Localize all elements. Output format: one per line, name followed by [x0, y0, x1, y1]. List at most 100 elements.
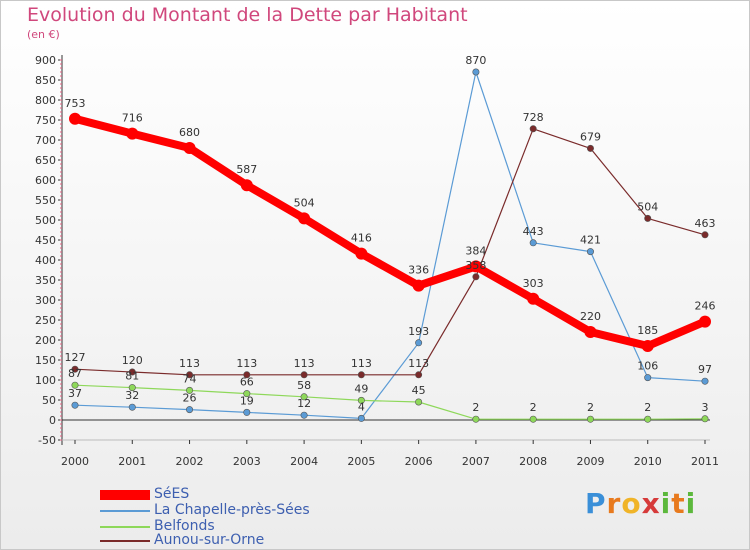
data-label: 12 [297, 397, 311, 410]
x-tick-label: 2002 [176, 455, 204, 468]
legend-label-belfonds: Belfonds [154, 518, 215, 534]
data-point [584, 326, 597, 338]
data-label: 87 [68, 367, 82, 380]
data-point [69, 112, 81, 125]
logo-letter: i [660, 487, 672, 520]
data-point [357, 414, 365, 422]
data-point [644, 214, 652, 222]
data-point [243, 371, 251, 379]
data-label: 113 [408, 357, 429, 370]
data-label: 120 [122, 354, 143, 367]
y-tick-label: 500 [35, 214, 56, 227]
data-label: 58 [297, 379, 311, 392]
y-tick-label: 550 [35, 194, 56, 207]
legend-label-sees: SéES [154, 486, 190, 502]
chart-title: Evolution du Montant de la Dette par Hab… [27, 4, 468, 26]
data-label: 3 [702, 401, 709, 414]
x-tick-label: 2010 [634, 455, 662, 468]
data-point [71, 365, 79, 373]
logo-letter: t [671, 487, 686, 520]
y-tick-label: 200 [35, 334, 56, 347]
legend-label-la-chapelle: La Chapelle-près-Sées [154, 502, 310, 518]
data-label: 443 [523, 225, 544, 238]
x-tick-label: 2004 [290, 455, 318, 468]
y-tick-label: 150 [35, 354, 56, 367]
legend-swatch-aunou [100, 540, 150, 542]
data-point [357, 371, 365, 379]
legend-swatch-sees [100, 490, 150, 500]
x-tick-label: 2000 [61, 455, 89, 468]
data-label: 679 [580, 130, 601, 143]
data-label: 680 [179, 126, 200, 139]
data-point [701, 231, 709, 239]
y-tick-label: 700 [35, 134, 56, 147]
data-label: 870 [465, 54, 486, 67]
data-label: 716 [122, 112, 143, 125]
data-point [128, 368, 136, 376]
data-label: 4 [358, 400, 365, 413]
data-label: 113 [236, 357, 257, 370]
x-tick-label: 2011 [691, 455, 719, 468]
data-point [529, 239, 537, 247]
data-point [128, 403, 136, 411]
data-label: 384 [465, 244, 486, 257]
y-tick-label: 400 [35, 254, 56, 267]
data-point [71, 381, 79, 389]
y-tick-label: 600 [35, 174, 56, 187]
data-point [126, 127, 139, 140]
data-point [71, 401, 79, 409]
data-point [701, 377, 709, 385]
y-tick-label: -50 [38, 434, 56, 447]
data-point [472, 415, 480, 423]
y-tick-label: 800 [35, 94, 56, 107]
data-label: 32 [125, 389, 139, 402]
chart-subtitle: (en €) [27, 28, 60, 41]
logo-letter: x [641, 487, 661, 520]
data-label: 26 [183, 392, 197, 405]
data-point [186, 406, 194, 414]
data-point [641, 340, 654, 352]
data-point [298, 212, 311, 225]
data-label: 49 [354, 382, 368, 395]
y-tick-label: 50 [42, 394, 56, 407]
data-label: 19 [240, 394, 254, 407]
y-tick-label: 350 [35, 274, 56, 287]
series-line [74, 128, 706, 376]
x-tick-label: 2006 [405, 455, 433, 468]
data-label: 74 [183, 372, 197, 385]
data-point [415, 339, 423, 347]
y-tick-label: 650 [35, 154, 56, 167]
data-point [527, 292, 540, 305]
x-tick-label: 2001 [118, 455, 146, 468]
data-label: 504 [637, 200, 658, 213]
data-label: 303 [523, 277, 544, 290]
proxiti-logo: Proxiti [585, 487, 696, 520]
legend-swatch-la-chapelle [100, 510, 150, 512]
data-point [300, 393, 308, 401]
data-label: 45 [412, 384, 426, 397]
data-point [472, 68, 480, 76]
data-point [412, 279, 425, 292]
data-point [469, 260, 482, 273]
data-point [240, 179, 253, 192]
data-point [586, 248, 594, 256]
data-point [699, 315, 711, 328]
series-line [73, 114, 707, 350]
data-label: 106 [637, 360, 658, 373]
data-label: 504 [294, 196, 315, 209]
data-point [586, 415, 594, 423]
series-line [74, 71, 706, 419]
data-label: 2 [644, 401, 651, 414]
y-tick-label: 250 [35, 314, 56, 327]
data-point [701, 415, 709, 423]
data-label: 358 [465, 259, 486, 272]
x-tick-label: 2009 [576, 455, 604, 468]
data-label: 97 [698, 363, 712, 376]
y-tick-label: 900 [35, 54, 56, 67]
y-tick-label: 300 [35, 294, 56, 307]
logo-letter: o [621, 487, 642, 520]
logo-letter: P [585, 487, 607, 520]
data-label: 2 [530, 401, 537, 414]
